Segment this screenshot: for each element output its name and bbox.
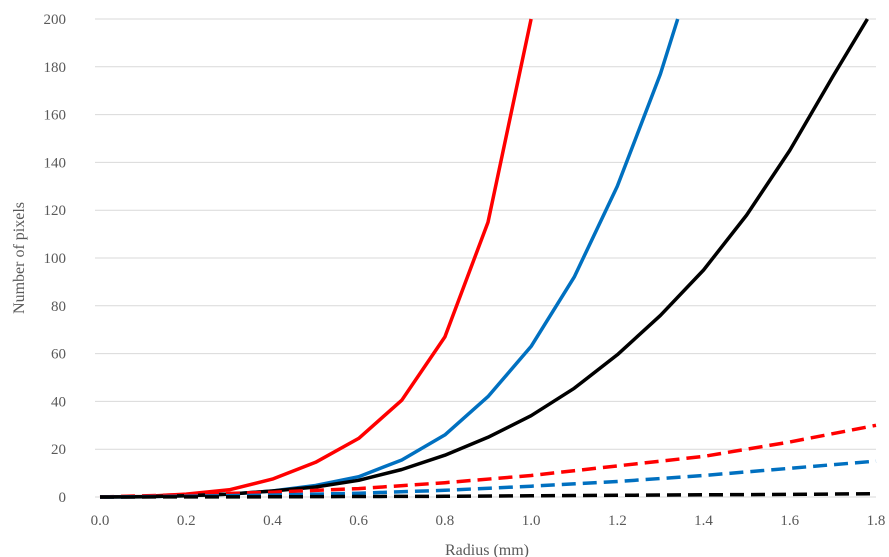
y-tick-label: 60 bbox=[51, 347, 66, 363]
x-tick-label: 0.2 bbox=[177, 513, 196, 529]
x-axis-ticks: 0.0 0.2 0.4 0.6 0.8 1.0 1.2 1.4 1.6 1.8 bbox=[91, 513, 886, 529]
y-tick-label: 140 bbox=[44, 155, 67, 171]
x-tick-label: 0.0 bbox=[91, 513, 110, 529]
y-tick-label: 160 bbox=[44, 108, 67, 124]
y-tick-label: 180 bbox=[44, 60, 67, 76]
x-tick-label: 1.2 bbox=[608, 513, 627, 529]
x-tick-label: 1.0 bbox=[522, 513, 541, 529]
x-tick-label: 0.6 bbox=[349, 513, 368, 529]
x-tick-label: 1.4 bbox=[694, 513, 713, 529]
series-line-dashed-4 bbox=[99, 423, 877, 499]
y-tick-label: 20 bbox=[51, 442, 66, 458]
x-tick-label: 0.8 bbox=[436, 513, 455, 529]
y-tick-label: 0 bbox=[59, 490, 67, 506]
gridlines bbox=[95, 18, 876, 498]
y-axis-ticks: 0 20 40 60 80 100 120 140 160 180 200 bbox=[44, 12, 67, 506]
y-tick-label: 40 bbox=[51, 394, 66, 410]
x-tick-label: 1.6 bbox=[780, 513, 799, 529]
x-tick-label: 0.4 bbox=[263, 513, 282, 529]
x-tick-label: 1.8 bbox=[867, 513, 886, 529]
series-lines bbox=[99, 18, 877, 499]
x-axis-label: Radius (mm) bbox=[445, 542, 529, 557]
y-tick-label: 200 bbox=[44, 12, 67, 28]
y-tick-label: 120 bbox=[44, 203, 67, 219]
series-line-dashed-6 bbox=[99, 491, 877, 499]
y-tick-label: 80 bbox=[51, 299, 66, 315]
y-tick-label: 100 bbox=[44, 251, 67, 267]
y-axis-label: Number of pixels bbox=[11, 202, 28, 314]
